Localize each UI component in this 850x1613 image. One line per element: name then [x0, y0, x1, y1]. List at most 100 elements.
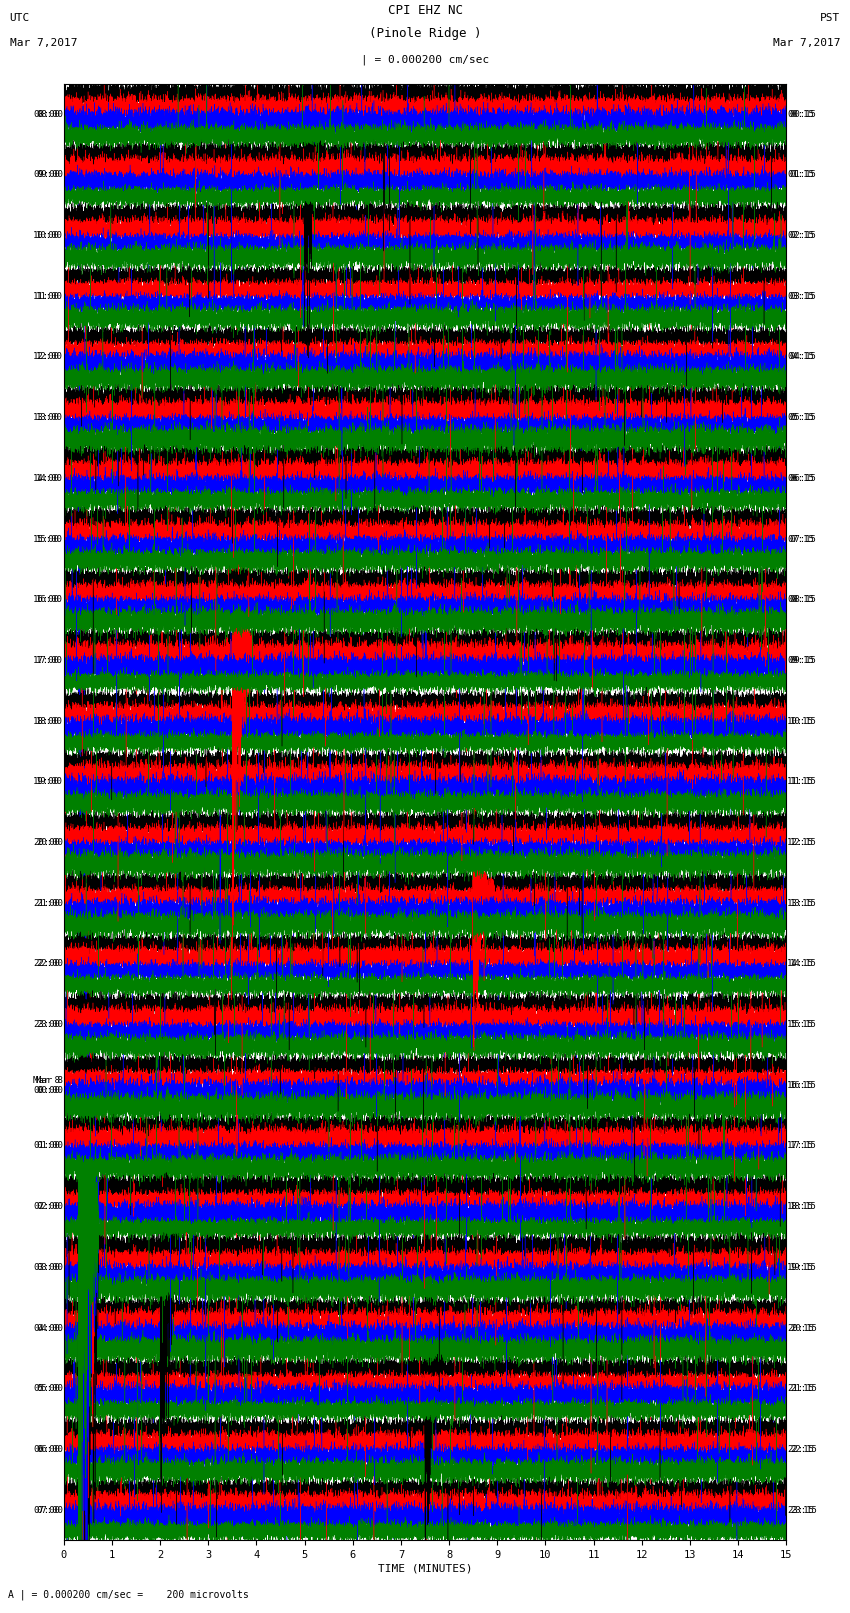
Text: CPI EHZ NC: CPI EHZ NC [388, 3, 462, 16]
Text: 23:00: 23:00 [33, 1019, 60, 1029]
Text: 23:15: 23:15 [790, 1505, 817, 1515]
Text: 19:00: 19:00 [33, 777, 60, 786]
Text: 04:15: 04:15 [787, 353, 814, 361]
Text: 22:00: 22:00 [36, 960, 63, 968]
Text: 01:15: 01:15 [790, 171, 817, 179]
Text: PST: PST [820, 13, 841, 23]
Text: 08:00: 08:00 [33, 110, 60, 119]
Text: 22:15: 22:15 [787, 1445, 814, 1453]
Text: Mar 7,2017: Mar 7,2017 [773, 37, 841, 48]
Text: Mar 8
00:00: Mar 8 00:00 [36, 1076, 63, 1095]
Text: 18:00: 18:00 [33, 716, 60, 726]
Text: 20:00: 20:00 [33, 839, 60, 847]
Text: 19:00: 19:00 [36, 777, 63, 786]
Text: 18:15: 18:15 [790, 1202, 817, 1211]
Text: | = 0.000200 cm/sec: | = 0.000200 cm/sec [361, 55, 489, 66]
Text: 04:00: 04:00 [33, 1324, 60, 1332]
Text: 01:15: 01:15 [787, 171, 814, 179]
Text: 15:15: 15:15 [787, 1019, 814, 1029]
Text: 21:00: 21:00 [33, 898, 60, 908]
Text: 07:15: 07:15 [790, 534, 817, 544]
Text: 07:15: 07:15 [787, 534, 814, 544]
Text: 21:00: 21:00 [36, 898, 63, 908]
Text: 11:00: 11:00 [33, 292, 60, 300]
Text: 06:00: 06:00 [36, 1445, 63, 1453]
Text: (Pinole Ridge ): (Pinole Ridge ) [369, 27, 481, 40]
Text: 17:15: 17:15 [787, 1142, 814, 1150]
Text: 12:15: 12:15 [790, 839, 817, 847]
Text: 17:15: 17:15 [790, 1142, 817, 1150]
Text: 00:15: 00:15 [787, 110, 814, 119]
Text: 04:15: 04:15 [790, 353, 817, 361]
Text: 03:15: 03:15 [790, 292, 817, 300]
Text: 06:15: 06:15 [787, 474, 814, 482]
Text: 17:00: 17:00 [33, 656, 60, 665]
Text: 00:15: 00:15 [790, 110, 817, 119]
Text: 21:15: 21:15 [787, 1384, 814, 1394]
Text: 08:15: 08:15 [787, 595, 814, 605]
Text: 09:15: 09:15 [787, 656, 814, 665]
Text: 18:15: 18:15 [787, 1202, 814, 1211]
Text: 11:15: 11:15 [787, 777, 814, 786]
Text: 20:15: 20:15 [790, 1324, 817, 1332]
Text: 07:00: 07:00 [36, 1505, 63, 1515]
Text: 16:15: 16:15 [787, 1081, 814, 1090]
Text: 04:00: 04:00 [36, 1324, 63, 1332]
Text: 23:15: 23:15 [787, 1505, 814, 1515]
Text: 13:00: 13:00 [36, 413, 63, 423]
Text: 08:00: 08:00 [36, 110, 63, 119]
Text: 15:00: 15:00 [36, 534, 63, 544]
Text: 10:15: 10:15 [787, 716, 814, 726]
Text: 12:00: 12:00 [36, 353, 63, 361]
Text: A | = 0.000200 cm/sec =    200 microvolts: A | = 0.000200 cm/sec = 200 microvolts [8, 1589, 249, 1600]
Text: 01:00: 01:00 [36, 1142, 63, 1150]
Text: 22:15: 22:15 [790, 1445, 817, 1453]
Text: 15:15: 15:15 [790, 1019, 817, 1029]
Text: 09:00: 09:00 [33, 171, 60, 179]
Text: 13:15: 13:15 [790, 898, 817, 908]
Text: 02:00: 02:00 [33, 1202, 60, 1211]
Text: 13:15: 13:15 [787, 898, 814, 908]
Text: 10:00: 10:00 [33, 231, 60, 240]
Text: 18:00: 18:00 [36, 716, 63, 726]
Text: 20:00: 20:00 [36, 839, 63, 847]
Text: 14:00: 14:00 [36, 474, 63, 482]
Text: 03:00: 03:00 [36, 1263, 63, 1271]
Text: Mar 8
00:00: Mar 8 00:00 [33, 1076, 60, 1095]
Text: 06:00: 06:00 [33, 1445, 60, 1453]
Text: TIME (MINUTES): TIME (MINUTES) [377, 1563, 473, 1573]
Text: 23:00: 23:00 [36, 1019, 63, 1029]
Text: 07:00: 07:00 [33, 1505, 60, 1515]
Text: 10:15: 10:15 [790, 716, 817, 726]
Text: 12:15: 12:15 [787, 839, 814, 847]
Text: 13:00: 13:00 [33, 413, 60, 423]
Text: 14:00: 14:00 [33, 474, 60, 482]
Text: 02:15: 02:15 [787, 231, 814, 240]
Text: 01:00: 01:00 [33, 1142, 60, 1150]
Text: 16:00: 16:00 [33, 595, 60, 605]
Text: 16:15: 16:15 [790, 1081, 817, 1090]
Text: 14:15: 14:15 [787, 960, 814, 968]
Text: 11:15: 11:15 [790, 777, 817, 786]
Text: 03:15: 03:15 [787, 292, 814, 300]
Text: 16:00: 16:00 [36, 595, 63, 605]
Text: 09:15: 09:15 [790, 656, 817, 665]
Text: 19:15: 19:15 [790, 1263, 817, 1271]
Text: 05:00: 05:00 [36, 1384, 63, 1394]
Text: 05:15: 05:15 [787, 413, 814, 423]
Text: 17:00: 17:00 [36, 656, 63, 665]
Text: 20:15: 20:15 [787, 1324, 814, 1332]
Text: 03:00: 03:00 [33, 1263, 60, 1271]
Text: 11:00: 11:00 [36, 292, 63, 300]
Text: 21:15: 21:15 [790, 1384, 817, 1394]
Text: 15:00: 15:00 [33, 534, 60, 544]
Text: 14:15: 14:15 [790, 960, 817, 968]
Text: 12:00: 12:00 [33, 353, 60, 361]
Text: UTC: UTC [9, 13, 30, 23]
Text: 05:00: 05:00 [33, 1384, 60, 1394]
Text: 08:15: 08:15 [790, 595, 817, 605]
Text: 06:15: 06:15 [790, 474, 817, 482]
Text: 05:15: 05:15 [790, 413, 817, 423]
Text: 22:00: 22:00 [33, 960, 60, 968]
Text: 09:00: 09:00 [36, 171, 63, 179]
